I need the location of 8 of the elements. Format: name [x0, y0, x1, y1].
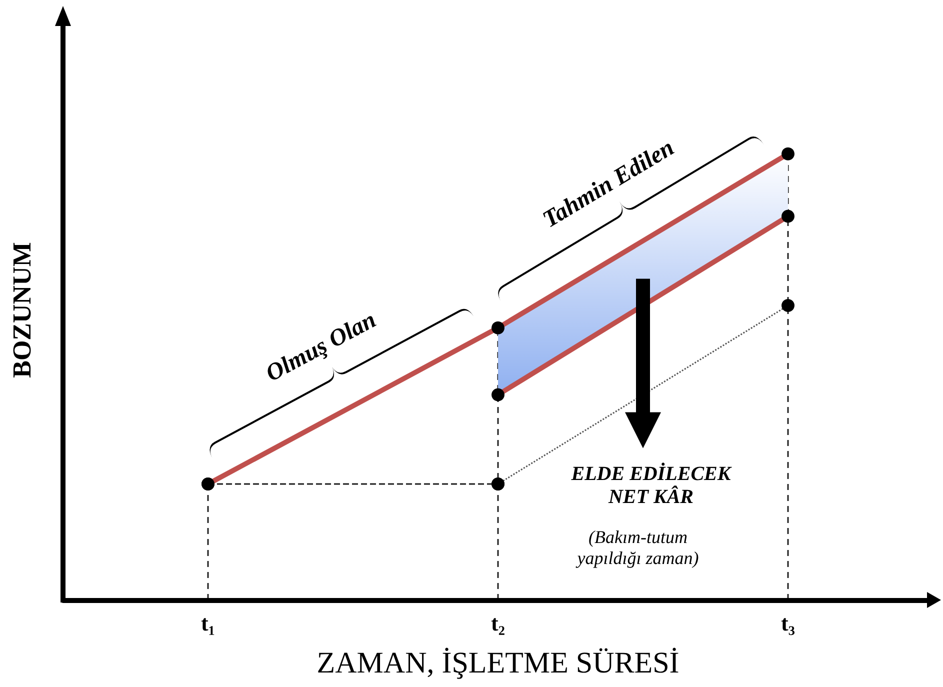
annotation: (Bakım-tutum yapıldığı zaman)	[574, 527, 700, 570]
annotation: Olmuş Olan	[262, 307, 382, 388]
x-axis-title: ZAMAN, İŞLETME SÜRESİ	[316, 646, 680, 680]
x-tick-label: t₃	[781, 610, 796, 636]
y-axis-title: BOZUNUM	[8, 242, 36, 378]
x-tick-label: t₁	[201, 610, 215, 636]
annotation: ELDE EDİLECEK NET KÂR	[570, 463, 733, 510]
x-tick-label: t₂	[491, 610, 506, 636]
